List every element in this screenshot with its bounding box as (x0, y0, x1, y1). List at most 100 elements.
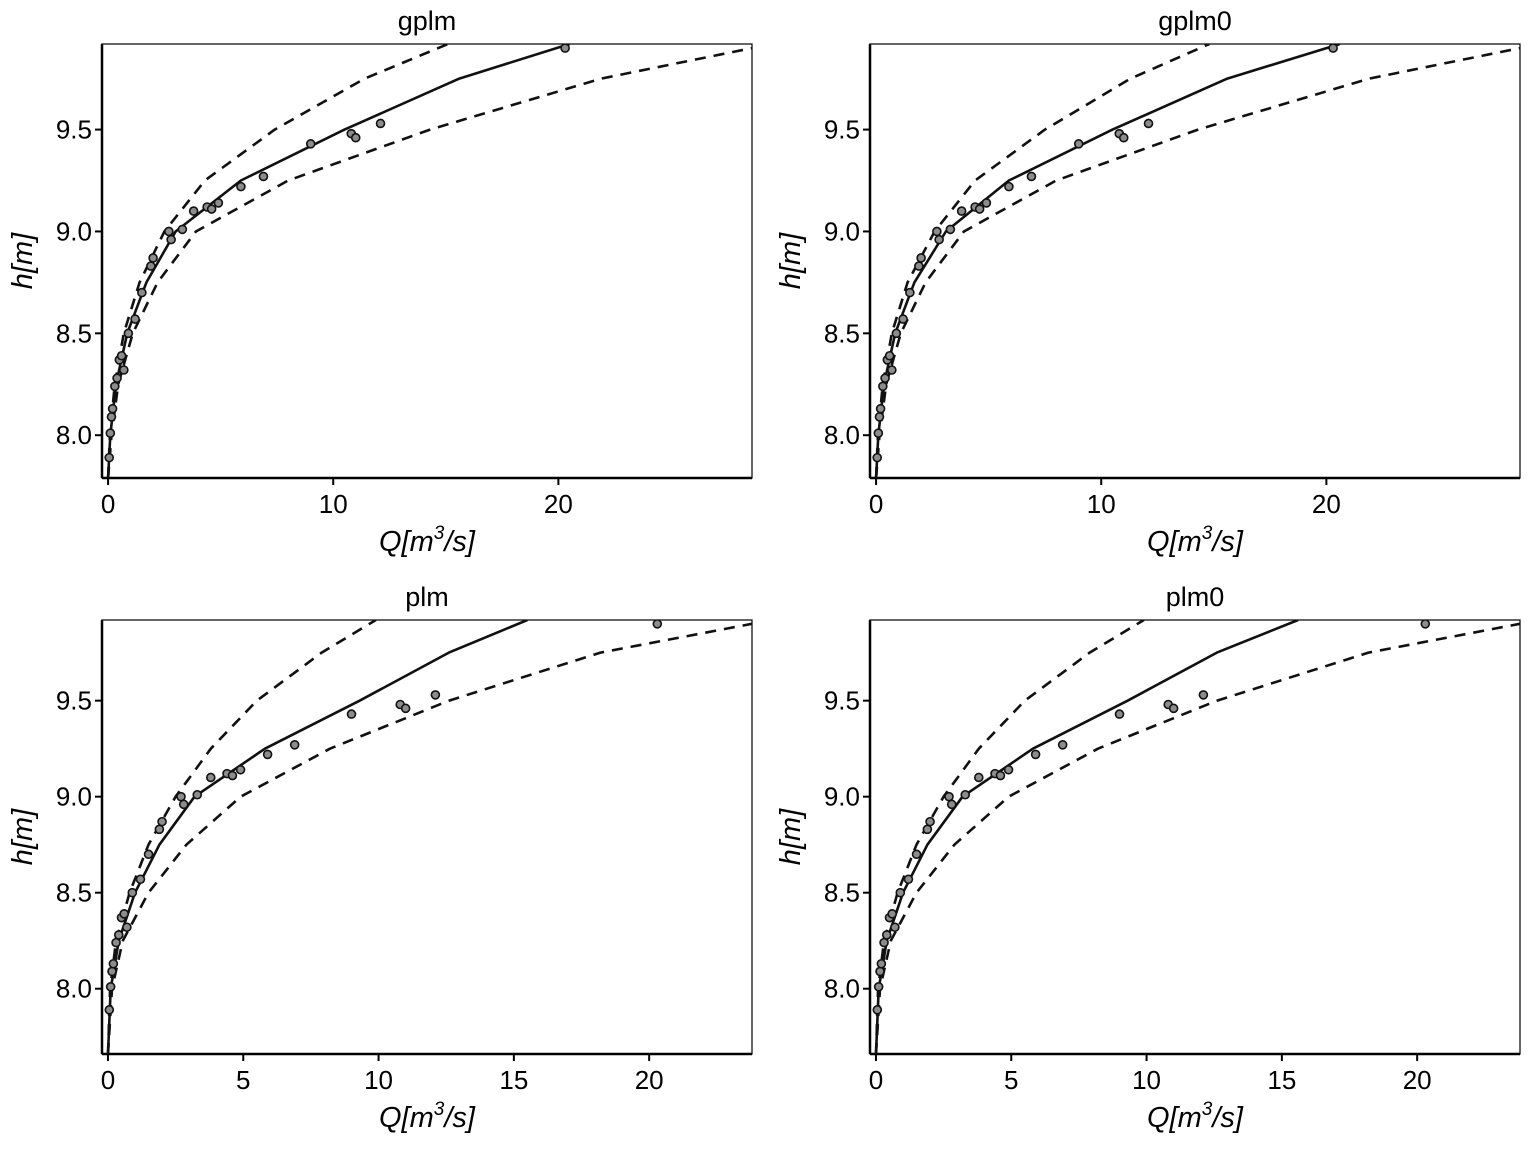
data-point (652, 620, 663, 629)
data-point (127, 887, 138, 898)
data-point (146, 261, 156, 271)
y-tick-label: 9.5 (824, 686, 860, 716)
data-point (166, 234, 176, 245)
x-axis-label-tail: /s] (442, 1102, 476, 1134)
data-point (916, 253, 926, 263)
data-point (922, 824, 933, 835)
x-tick-label: 20 (635, 1065, 664, 1095)
data-point (116, 350, 127, 361)
data-point (873, 428, 884, 438)
data-point (130, 314, 140, 324)
x-axis-label: Q[m3/s] (1147, 523, 1244, 558)
data-point (1118, 132, 1129, 143)
curve-fit (106, 620, 528, 1054)
data-point (143, 849, 154, 860)
x-tick-label: 10 (319, 489, 348, 519)
data-point (945, 224, 956, 235)
x-axis-label-tail: /s] (442, 526, 476, 558)
data-point (176, 791, 186, 802)
data-point (890, 922, 900, 933)
data-point (119, 909, 129, 919)
data-point (105, 428, 116, 438)
data-point (925, 816, 935, 827)
curve-lower (106, 46, 752, 478)
panel-title: plm0 (1166, 582, 1225, 612)
data-point (148, 253, 158, 263)
data-point (188, 206, 199, 216)
data-point (1057, 740, 1068, 750)
data-point (973, 772, 984, 783)
data-point (137, 287, 147, 298)
x-tick-label: 15 (499, 1065, 528, 1095)
panel-gplm0: gplm0 0 10 20 8.0 8.5 9.0 9.5 Q[m3/s] h[m] (775, 6, 1521, 558)
x-axis-label-tail: /s] (1210, 526, 1244, 558)
y-tick-label: 8.0 (56, 974, 92, 1004)
curve-fit (874, 620, 1299, 1054)
y-axis-label: h[m] (7, 808, 39, 865)
x-tick-label: 5 (1004, 1065, 1018, 1095)
y-tick-label: 8.0 (824, 420, 860, 450)
data-point (108, 958, 119, 969)
data-point (178, 799, 189, 810)
data-point (104, 1005, 115, 1015)
data-point (887, 365, 897, 375)
data-point (192, 789, 203, 800)
data-point (350, 132, 361, 143)
curves (872, 620, 1520, 1054)
data-point (107, 403, 118, 414)
data-point (903, 874, 914, 885)
data-point (1198, 690, 1209, 700)
data-point (881, 930, 892, 940)
data-point (206, 204, 217, 214)
y-tick-label: 8.0 (56, 420, 92, 450)
data-point (164, 226, 174, 237)
y-tick-label: 8.5 (56, 318, 92, 348)
y-tick-label: 9.5 (56, 686, 92, 716)
x-tick-label: 0 (101, 489, 115, 519)
x-tick-label: 0 (869, 1065, 883, 1095)
panel-plm: plm 0 5 10 15 20 8.0 8.5 9.0 9.5 Q[m3/s] h[m] (7, 582, 753, 1134)
data-point (876, 958, 887, 969)
x-axis-label-tail: /s] (1210, 1102, 1244, 1134)
data-point (205, 772, 216, 783)
data-point (346, 709, 357, 719)
data-point (122, 922, 132, 933)
data-point (213, 198, 224, 208)
data-point (944, 791, 954, 802)
x-tick-label: 5 (236, 1065, 250, 1095)
x-axis-label-main: Q[m (379, 526, 434, 558)
data-point (177, 224, 188, 235)
data-point (1073, 139, 1084, 149)
curve-upper (874, 44, 1210, 478)
y-tick-label: 9.0 (56, 216, 92, 246)
data-point (911, 849, 922, 860)
curves (104, 620, 752, 1054)
y-tick-label: 8.0 (824, 974, 860, 1004)
data-point (135, 874, 146, 885)
data-point (105, 981, 116, 992)
curve-upper (106, 620, 377, 1054)
data-point (236, 181, 246, 192)
x-tick-label: 15 (1267, 1065, 1296, 1095)
data-point (111, 937, 121, 948)
data-point (880, 373, 890, 383)
data-point (289, 740, 300, 750)
panel-title: gplm (398, 6, 457, 36)
x-axis-label-sup: 3 (1202, 523, 1213, 544)
data-point (430, 690, 441, 700)
data-point (956, 206, 967, 216)
x-axis-label-main: Q[m (1147, 1102, 1202, 1134)
y-tick-label: 8.5 (824, 318, 860, 348)
x-axis-label: Q[m3/s] (379, 523, 476, 558)
data-point (875, 403, 886, 414)
data-point (1168, 703, 1179, 714)
data-point (898, 314, 908, 324)
data-point (934, 234, 944, 245)
plot-frame (869, 619, 1521, 1055)
data-point (1003, 764, 1014, 775)
y-tick-label: 9.0 (824, 216, 860, 246)
data-point (113, 930, 124, 940)
data-point (157, 816, 167, 827)
data-point (872, 1005, 883, 1015)
y-tick-label: 9.0 (824, 782, 860, 812)
